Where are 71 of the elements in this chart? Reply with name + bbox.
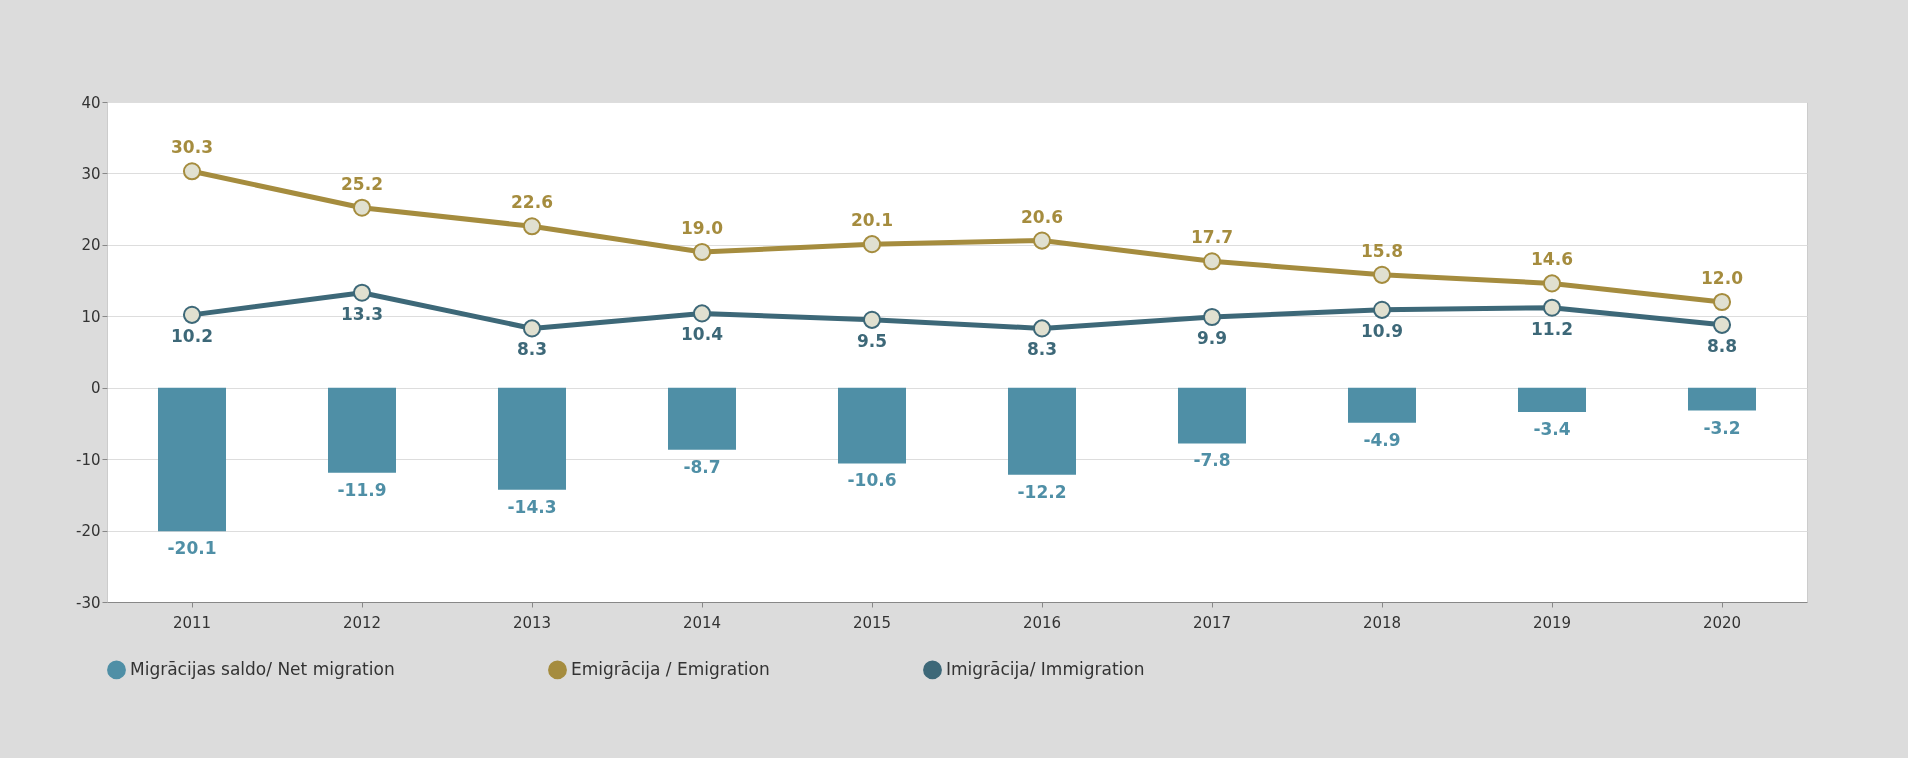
- data-label: 10.9: [1361, 320, 1403, 341]
- data-label: 12.0: [1701, 268, 1744, 288]
- x-tick-label: 2015: [852, 613, 892, 632]
- point: [522, 217, 542, 236]
- data-label: 9.5: [856, 330, 888, 351]
- data-label: -4.9: [1363, 429, 1401, 450]
- point: [1372, 300, 1392, 319]
- data-label: 17.7: [1191, 227, 1233, 248]
- data-label: -14.3: [507, 496, 557, 517]
- data-label: 22.6: [511, 192, 553, 213]
- data-label: 13.3: [341, 303, 383, 324]
- legend-label: Emigrācija / Emigration: [571, 658, 770, 679]
- data-label: 15.8: [1361, 240, 1403, 261]
- point: [522, 319, 542, 338]
- point: [352, 283, 372, 302]
- point: [1202, 307, 1222, 327]
- y-tick-label: -20: [76, 522, 101, 541]
- y-tick-label: 0: [90, 379, 101, 398]
- data-label: 20.1: [851, 210, 893, 231]
- data-label: 19.0: [681, 218, 724, 238]
- x-tick-label: 2020: [1702, 613, 1742, 632]
- x-tick-label: 2016: [1022, 613, 1062, 632]
- legend-label: Migrācijas saldo/ Net migration: [130, 658, 395, 679]
- y-tick-label: -30: [76, 593, 101, 612]
- data-label: -11.9: [337, 479, 387, 500]
- point: [352, 198, 372, 217]
- x-tick-label: 2013: [512, 613, 552, 632]
- data-label: 30.3: [171, 137, 213, 158]
- x-tick-label: 2018: [1362, 613, 1402, 632]
- y-tick-label: 10: [81, 307, 101, 326]
- point: [1202, 252, 1222, 271]
- point: [1032, 231, 1052, 250]
- data-label: -7.8: [1193, 450, 1231, 471]
- x-tick-label: 2011: [172, 613, 212, 632]
- point: [1372, 265, 1392, 284]
- legend-label: Imigrācija/ Immigration: [946, 658, 1145, 679]
- data-label: 8.3: [516, 339, 548, 360]
- data-label: -3.2: [1703, 417, 1741, 438]
- data-label: 8.3: [1026, 339, 1058, 360]
- data-label: -3.4: [1533, 419, 1571, 439]
- data-label: 8.8: [1706, 335, 1738, 356]
- data-label: 10.2: [171, 325, 213, 346]
- point: [1712, 315, 1732, 334]
- point: [1542, 274, 1562, 293]
- y-tick-label: 30: [81, 164, 101, 183]
- data-label: -12.2: [1017, 481, 1067, 502]
- x-tick-label: 2019: [1532, 613, 1572, 632]
- y-tick-label: 40: [81, 93, 101, 112]
- x-tick-label: 2017: [1192, 613, 1232, 632]
- point: [692, 304, 712, 323]
- x-tick-label: 2014: [682, 613, 722, 632]
- point: [692, 242, 712, 262]
- data-label: 20.6: [1021, 206, 1063, 227]
- point: [1712, 292, 1732, 312]
- data-label: -10.6: [847, 470, 897, 491]
- point: [182, 305, 202, 324]
- data-label: -8.7: [683, 456, 721, 477]
- point: [862, 310, 882, 329]
- y-tick-label: -10: [76, 450, 101, 469]
- point: [1542, 298, 1562, 317]
- point: [862, 235, 882, 254]
- point: [1032, 319, 1052, 338]
- point: [182, 162, 202, 181]
- data-label: 9.9: [1196, 328, 1228, 348]
- y-tick-label: 20: [81, 236, 101, 255]
- data-label: -20.1: [167, 538, 217, 559]
- data-label: 11.2: [1531, 318, 1573, 339]
- x-tick-label: 2012: [342, 613, 382, 632]
- data-label: 25.2: [341, 173, 383, 194]
- data-label: 10.4: [681, 324, 724, 345]
- data-label: 14.6: [1531, 249, 1573, 270]
